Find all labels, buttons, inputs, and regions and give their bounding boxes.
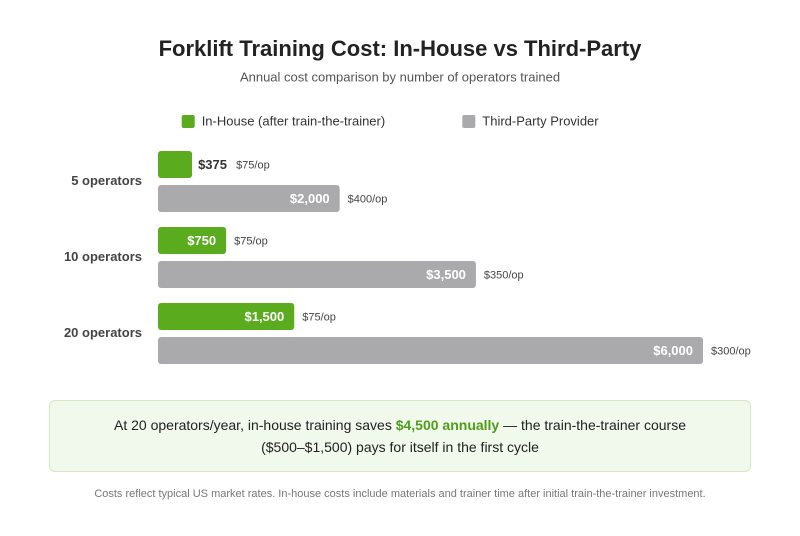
bar [158,303,295,330]
legend-swatch [462,115,476,128]
category-label: 5 operators [71,173,142,188]
per-op-label: $75/op [236,159,270,171]
per-op-label: $75/op [234,235,268,247]
value-label: $2,000 [290,191,330,206]
value-label: $375 [198,157,227,172]
per-op-label: $350/op [484,269,524,281]
category-label: 20 operators [64,325,142,340]
value-label: $1,500 [244,309,284,324]
legend-label: In-House (after train-the-trainer) [202,113,386,128]
bar [158,185,340,212]
callout: At 20 operators/year, in-house training … [49,400,751,472]
callout-highlight: $4,500 annually [395,417,500,433]
callout-before: At 20 operators/year, in-house training … [114,417,396,433]
bar [158,151,193,178]
category-label: 10 operators [64,249,142,264]
footnote: Costs reflect typical US market rates. I… [94,488,705,500]
value-label: $3,500 [426,267,466,282]
callout-text: At 20 operators/year, in-house training … [100,414,700,458]
bar [158,337,703,364]
bar [158,261,476,288]
legend-swatch [181,115,195,128]
callout-after: — the train-the-trainer course ($500–$1,… [261,417,686,455]
chart-subtitle: Annual cost comparison by number of oper… [240,69,560,84]
per-op-label: $75/op [302,311,336,323]
per-op-label: $300/op [711,345,751,357]
value-label: $750 [187,233,216,248]
legend-label: Third-Party Provider [482,113,599,128]
chart-title: Forklift Training Cost: In-House vs Thir… [159,36,643,61]
value-label: $6,000 [653,343,693,358]
bar [158,227,227,254]
per-op-label: $400/op [348,193,388,205]
